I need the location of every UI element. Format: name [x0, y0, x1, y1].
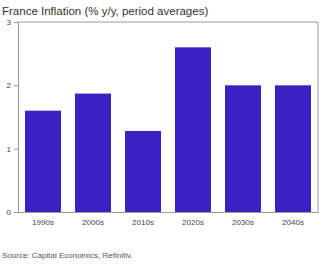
x-tick: 2030s: [232, 212, 254, 227]
bar: [125, 131, 161, 212]
bars: [25, 47, 311, 212]
y-tick-mark: [14, 85, 18, 86]
y-tick-label: 1: [7, 145, 12, 154]
y-tick-label: 0: [7, 208, 12, 217]
chart-title: France Inflation (% y/y, period averages…: [2, 5, 208, 17]
y-tick: 2: [7, 81, 18, 90]
y-tick-mark: [14, 212, 18, 213]
bar: [75, 94, 111, 212]
y-tick: 3: [7, 18, 18, 27]
y-tick-mark: [14, 22, 18, 23]
bar: [25, 111, 61, 212]
y-tick-label: 2: [7, 81, 12, 90]
frame: [18, 22, 318, 23]
y-tick: 1: [7, 145, 18, 154]
bar: [175, 47, 211, 212]
x-tick-label: 2030s: [232, 218, 254, 227]
x-tick: 2020s: [182, 212, 204, 227]
x-tick: 2040s: [282, 212, 304, 227]
x-axis-line: [19, 212, 319, 213]
bar: [225, 85, 261, 212]
x-tick: 1990s: [32, 212, 54, 227]
x-tick: 2010s: [132, 212, 154, 227]
y-tick-mark: [14, 149, 18, 150]
x-tick-label: 1990s: [32, 218, 54, 227]
x-tick-label: 2000s: [82, 218, 104, 227]
x-axis: 1990s 2000s 2010s 2020s 2030s 2040s: [19, 212, 319, 227]
x-tick: 2000s: [82, 212, 104, 227]
x-tick-label: 2040s: [282, 218, 304, 227]
source-note: Source: Capital Economics, Refinitiv.: [2, 251, 133, 260]
x-tick-label: 2010s: [132, 218, 154, 227]
bar: [275, 85, 311, 212]
frame: [318, 22, 319, 212]
y-axis-line: [14, 23, 19, 213]
plot: 0 1 2 3 1990s 2000s 2010s 2020s 2030s 2040s: [7, 18, 319, 227]
x-tick-label: 2020s: [182, 218, 204, 227]
y-tick: 0: [7, 208, 18, 217]
y-tick-label: 3: [7, 18, 12, 27]
y-axis: 0 1 2 3: [7, 18, 19, 217]
